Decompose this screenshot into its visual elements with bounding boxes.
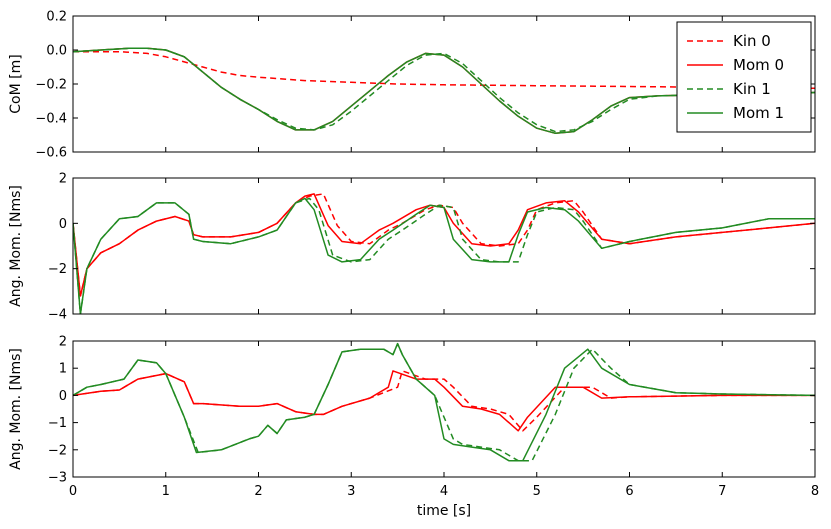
y-tick-label: 0.0: [46, 44, 67, 59]
y-axis-label: CoM [m]: [8, 54, 24, 113]
y-tick-label: −0.2: [35, 78, 67, 93]
series-line-mom-0: [73, 370, 815, 432]
legend-label: Kin 1: [733, 80, 771, 98]
x-tick-label: 2: [254, 484, 262, 499]
series-group: [73, 193, 815, 314]
legend: Kin 0 Mom 0 Kin 1 Mom 1: [676, 21, 812, 133]
x-tick-label: 3: [347, 484, 355, 499]
y-tick-label: 2: [59, 335, 67, 350]
series-line-mom-1: [73, 47, 815, 135]
axes-frame: [72, 177, 816, 315]
series-line-kin-1: [73, 197, 815, 314]
axes-frame: [72, 340, 816, 478]
subplot-1: −0.6 −0.4 −0.2 0.0 0.2 CoM [m] Kin 0 Mom 0 Kin 1…: [8, 10, 816, 161]
y-tick-label: −2: [48, 262, 67, 277]
series-group: [73, 342, 815, 462]
y-tick-label: −3: [48, 471, 67, 486]
series-line-mom-1: [73, 197, 815, 314]
y-tick-label: 1: [59, 362, 67, 377]
y-tick-label: 0.2: [46, 10, 67, 25]
x-tick-label: 7: [718, 484, 726, 499]
series-line-mom-1: [73, 342, 815, 462]
subplot-2: −4 −2 0 2 Ang. Mom. [Nms]: [8, 172, 816, 323]
legend-label: Kin 0: [733, 32, 771, 50]
y-axis-label: Ang. Mom. [Nms]: [8, 185, 24, 307]
x-tick-label: 4: [440, 484, 448, 499]
x-axis-label: time [s]: [417, 503, 471, 519]
y-tick-label: 0: [59, 217, 67, 232]
legend-label: Mom 1: [733, 104, 784, 122]
x-tick-label: 1: [162, 484, 170, 499]
series-line-kin-1: [73, 342, 815, 462]
y-tick-label: −0.6: [35, 146, 67, 161]
series-group: [73, 47, 815, 135]
subplot-3: −3 −2 −1 0 1 2 0 1 2 3 4 5 6 7 8 Ang. Mom. [Nms] time [s…: [8, 335, 819, 520]
series-line-mom-0: [73, 193, 815, 297]
series-line-kin-0: [73, 370, 815, 432]
x-tick-label: 8: [811, 484, 819, 499]
y-tick-label: 2: [59, 172, 67, 187]
y-tick-label: −0.4: [35, 112, 67, 127]
y-tick-label: −2: [48, 443, 67, 458]
y-tick-label: −4: [48, 308, 67, 323]
x-tick-label: 0: [69, 484, 77, 499]
y-tick-label: 0: [59, 389, 67, 404]
legend-label: Mom 0: [733, 56, 784, 74]
x-tick-label: 5: [533, 484, 541, 499]
x-tick-label: 6: [625, 484, 633, 499]
y-tick-label: −1: [48, 416, 67, 431]
y-axis-label: Ang. Mom. [Nms]: [8, 348, 24, 470]
